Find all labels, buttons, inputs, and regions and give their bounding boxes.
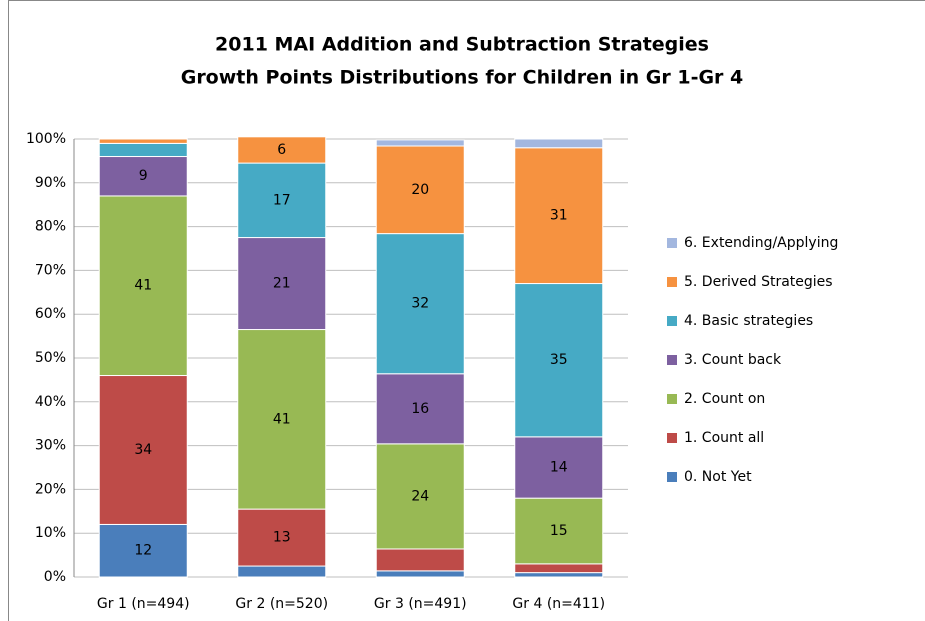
bar-segment (375, 548, 465, 572)
legend-swatch (667, 355, 677, 365)
legend-label: 5. Derived Strategies (684, 274, 833, 290)
data-label: 32 (411, 296, 429, 312)
legend-label: 1. Count all (684, 430, 764, 446)
bar-segment (237, 162, 327, 239)
bar-segment (375, 570, 465, 578)
x-tick-label: Gr 3 (n=491) (374, 596, 467, 612)
legend-label: 0. Not Yet (684, 469, 752, 485)
legend-label: 2. Count on (684, 391, 765, 407)
bar-segment (375, 139, 465, 147)
legend-label: 4. Basic strategies (684, 313, 813, 329)
bar-segment (375, 145, 465, 235)
bar-segment (237, 565, 327, 578)
chart-title: Growth Points Distributions for Children… (181, 67, 744, 89)
y-tick-label: 90% (35, 175, 66, 191)
data-label: 34 (134, 442, 152, 458)
legend-swatch (667, 472, 677, 482)
legend-swatch (667, 316, 677, 326)
legend-swatch (667, 238, 677, 248)
data-label: 41 (134, 278, 152, 294)
bar-segment (514, 497, 604, 565)
data-label: 35 (550, 352, 568, 368)
bar-segment (98, 142, 188, 158)
x-tick-label: Gr 1 (n=494) (97, 596, 190, 612)
data-label: 6 (277, 142, 286, 158)
y-tick-label: 0% (44, 569, 66, 585)
legend-swatch (667, 433, 677, 443)
y-tick-label: 20% (35, 481, 66, 497)
data-label: 41 (273, 411, 291, 427)
y-tick-label: 60% (35, 306, 66, 322)
bar-segment (514, 147, 604, 285)
data-label: 16 (411, 401, 429, 417)
bar-segment (375, 373, 465, 445)
bar-segment (375, 233, 465, 375)
bar-segment (98, 195, 188, 377)
bar-segment (237, 136, 327, 164)
bar-segment (98, 523, 188, 578)
bar-segment (375, 443, 465, 550)
y-tick-label: 70% (35, 262, 66, 278)
bar-segment (514, 563, 604, 574)
legend-swatch (667, 277, 677, 287)
bar-segment (514, 283, 604, 438)
y-tick-label: 30% (35, 438, 66, 454)
legend-label: 6. Extending/Applying (684, 235, 838, 251)
data-label: 13 (273, 530, 291, 546)
legend-label: 3. Count back (684, 352, 782, 368)
y-tick-label: 40% (35, 394, 66, 410)
bar-segment (514, 436, 604, 499)
y-tick-label: 100% (26, 131, 66, 147)
bar-segment (237, 508, 327, 567)
data-label: 12 (134, 543, 152, 559)
data-label: 15 (550, 523, 568, 539)
x-tick-label: Gr 2 (n=520) (235, 596, 328, 612)
bar-segment (98, 138, 188, 144)
bar-segment (98, 375, 188, 525)
bar-segment (237, 329, 327, 510)
y-tick-label: 80% (35, 219, 66, 235)
bar-segment (514, 138, 604, 149)
data-label: 21 (273, 276, 291, 292)
data-label: 17 (273, 192, 291, 208)
x-tick-label: Gr 4 (n=411) (512, 596, 605, 612)
bar-segment (98, 156, 188, 197)
data-label: 14 (550, 460, 568, 476)
bar-segment (514, 572, 604, 578)
data-label: 20 (411, 182, 429, 198)
y-tick-label: 10% (35, 525, 66, 541)
bar-segment (237, 237, 327, 331)
data-label: 31 (550, 208, 568, 224)
chart-title: 2011 MAI Addition and Subtraction Strate… (215, 34, 709, 56)
legend-swatch (667, 394, 677, 404)
data-label: 9 (139, 168, 148, 184)
y-tick-label: 50% (35, 350, 66, 366)
data-label: 24 (411, 488, 429, 504)
